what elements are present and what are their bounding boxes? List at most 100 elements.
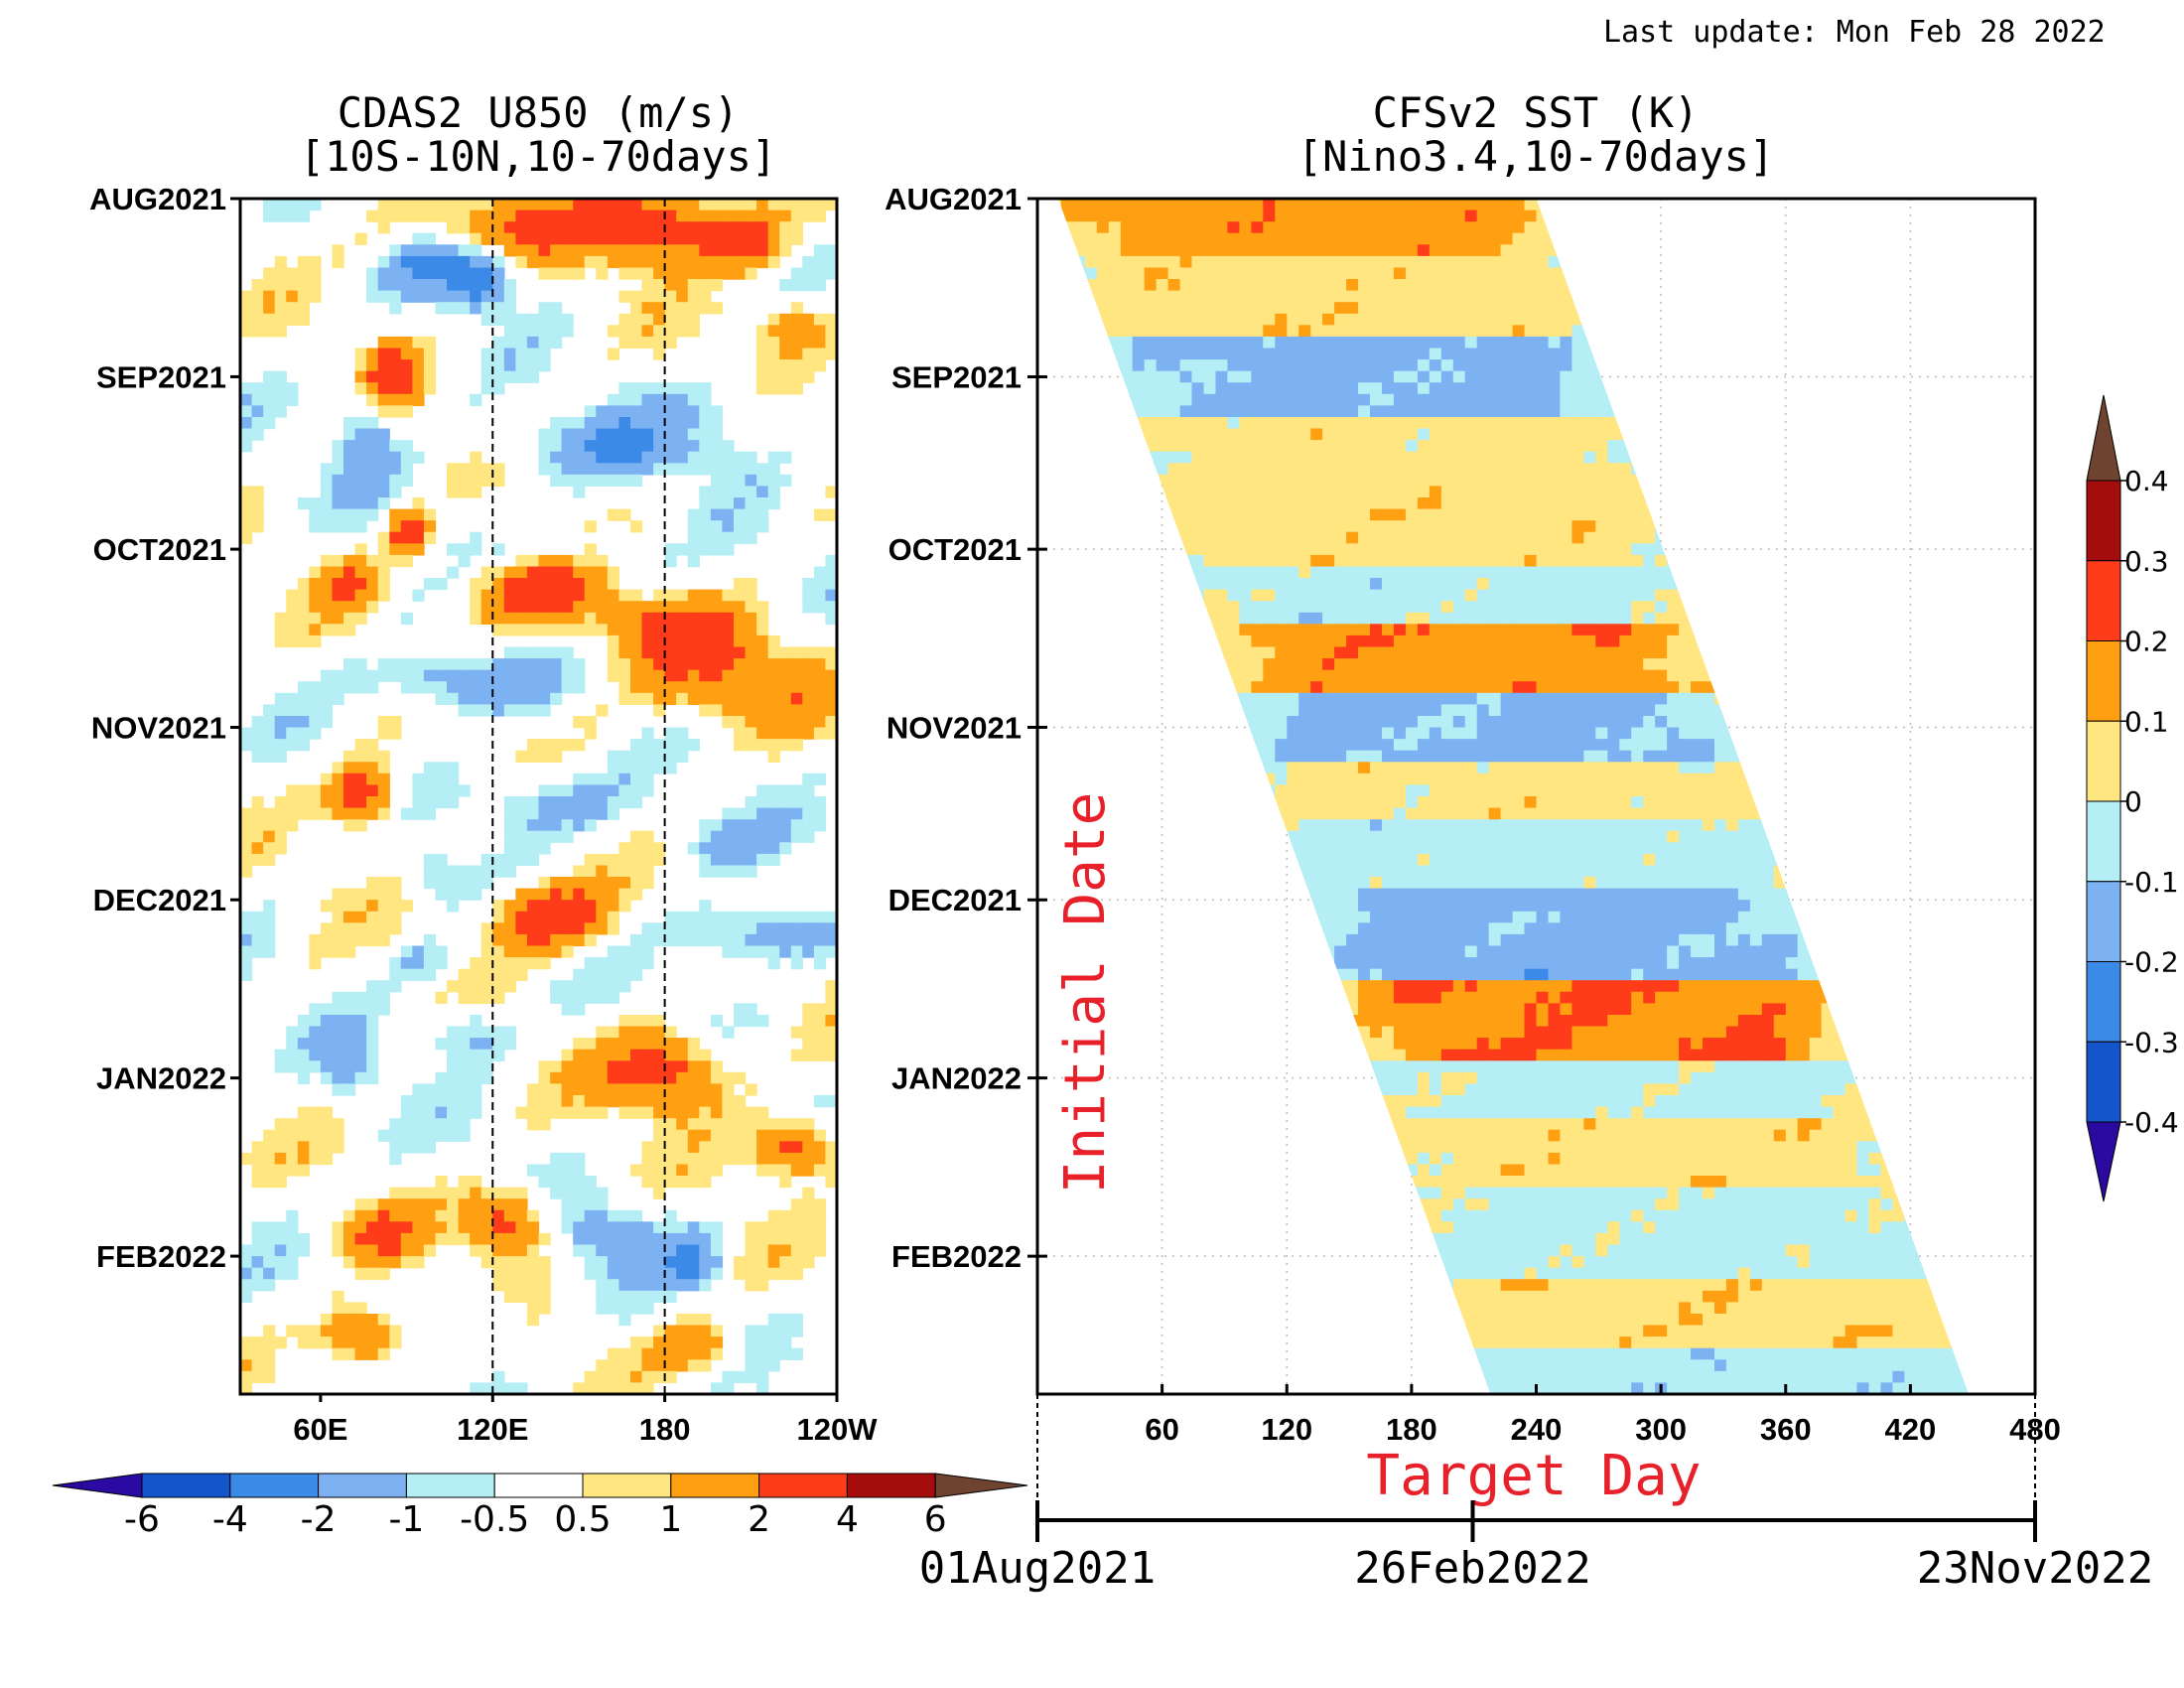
sst-cell [1512,463,1526,476]
u850-cell [573,612,586,625]
u850-cell [710,853,724,867]
sst-cell [1084,244,1098,257]
u850-cell [343,922,356,935]
u850-cell [699,210,712,222]
sst-cell [1393,681,1407,694]
u850-cell [309,279,322,292]
sst-cell [1370,566,1383,579]
u850-cell [515,370,528,383]
sst-cell [1346,440,1359,453]
sst-cell [1524,739,1538,752]
sst-cell [1203,393,1217,406]
sst-cell [1287,658,1299,671]
sst-cell [1560,739,1572,752]
sst-cell [1691,646,1704,659]
u850-cell [492,1279,505,1292]
sst-cell [1536,634,1550,648]
sst-cell [1583,382,1596,395]
u850-cell [423,279,437,292]
u850-cell [767,681,780,694]
u850-cell [480,1244,493,1257]
sst-cell [1167,440,1181,453]
sst-cell [1429,531,1442,544]
u850-cell [343,1049,356,1061]
sst-cell [1334,474,1347,487]
u850-cell [354,819,367,832]
sst-cell [1679,739,1692,752]
u850-cell [538,830,551,843]
u850-cell [745,1221,757,1234]
sst-cell [1382,210,1395,222]
sst-cell [1358,405,1371,418]
sst-cell [1239,336,1252,350]
u850-cell [664,1176,677,1189]
sst-cell [1524,313,1538,326]
u850-cell [722,508,735,521]
sst-cell [1500,646,1514,659]
u850-cell [263,830,276,843]
u850-cell [412,1083,425,1096]
sst-cell [1239,634,1252,648]
u850-cell [734,922,747,935]
u850-cell [699,199,712,211]
sst-cell [1132,359,1146,372]
u850-cell [492,1038,505,1051]
u850-cell [332,255,344,269]
sst-cell [1310,232,1323,245]
sst-cell [1191,370,1205,383]
sst-cell [1405,497,1419,510]
sst-cell [1322,554,1335,568]
u850-cell [515,1290,528,1303]
sst-cell [1524,417,1538,430]
u850-cell [756,1129,769,1142]
u850-cell [366,440,379,453]
sst-cell [1227,658,1240,671]
sst-cell [1500,589,1514,602]
u850-cell [320,1152,334,1166]
u850-cell [332,486,344,498]
u850-cell [274,1176,287,1189]
sst-cell [1298,417,1311,430]
u850-cell [377,727,390,740]
sst-cell [1440,739,1454,752]
u850-cell [550,601,563,614]
u850-cell [790,1141,803,1154]
u850-cell [538,1290,551,1303]
sst-cell [1655,739,1668,752]
u850-cell [756,199,769,211]
sst-cell [1382,578,1395,591]
u850-cell [630,440,643,453]
sst-cell [1524,359,1538,372]
sst-cell [1239,554,1252,568]
sst-cell [1287,543,1299,556]
u850-cell [641,463,654,476]
u850-cell [641,646,654,659]
u850-cell [354,1060,367,1073]
sst-cell [1275,601,1288,614]
sst-cell [1263,428,1276,441]
u850-cell [377,669,390,682]
u850-cell [722,865,735,878]
u850-cell [767,1129,780,1142]
u850-cell [503,566,516,579]
u850-cell [813,1003,827,1016]
u850-cell [263,325,276,338]
sst-cell [1452,302,1466,315]
u850-cell [492,1256,505,1269]
u850-cell [400,945,413,958]
u850-cell [366,681,379,694]
u850-cell [734,704,747,717]
u850-cell [699,1129,712,1142]
sst-cell [1346,612,1359,625]
u850-cell [630,1256,643,1269]
u850-cell [240,1370,253,1383]
u850-cell [767,739,780,752]
sst-cell [1429,199,1442,211]
sst-cell [1452,612,1466,625]
sst-cell [1405,221,1419,234]
u850-cell [607,1221,619,1234]
u850-cell [653,1118,666,1131]
u850-cell [641,1176,654,1189]
sst-cell [1488,440,1502,453]
sst-cell [1263,589,1276,602]
